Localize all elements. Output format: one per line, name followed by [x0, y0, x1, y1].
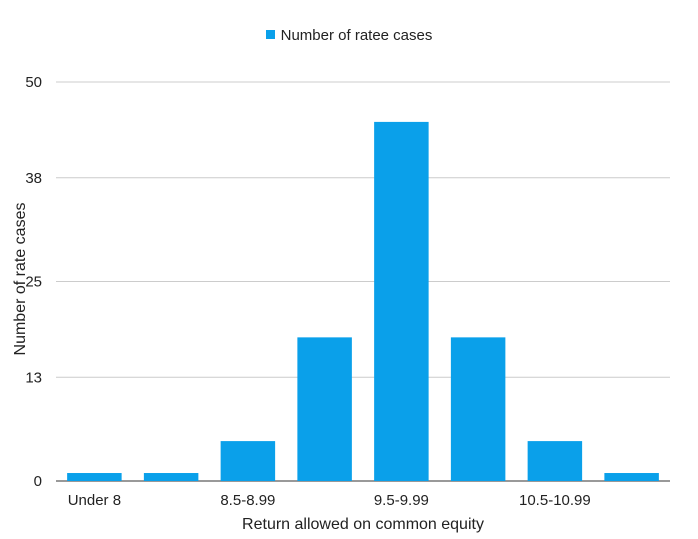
y-tick-label: 25 — [25, 274, 42, 291]
x-tick-label: 10.5-10.99 — [519, 492, 591, 509]
bar — [297, 337, 352, 481]
legend-swatch — [265, 30, 275, 39]
legend-label: Number of ratee cases — [280, 27, 433, 44]
x-tick-label: Under 8 — [68, 492, 121, 509]
x-tick-label: 9.5-9.99 — [374, 492, 429, 509]
bar — [527, 441, 583, 481]
y-tick-label: 50 — [25, 74, 42, 91]
bar — [67, 473, 122, 481]
bar — [374, 121, 429, 482]
y-tick-label: 0 — [34, 473, 42, 490]
bar — [450, 337, 506, 481]
bar — [604, 473, 659, 481]
y-tick-label: 13 — [25, 369, 42, 386]
legend: Number of ratee cases — [0, 27, 698, 44]
x-tick-label: 8.5-8.99 — [220, 492, 275, 509]
bar — [143, 473, 199, 481]
bar — [220, 441, 276, 481]
x-axis-label: Return allowed on common equity — [242, 516, 484, 533]
y-tick-label: 38 — [25, 170, 42, 187]
